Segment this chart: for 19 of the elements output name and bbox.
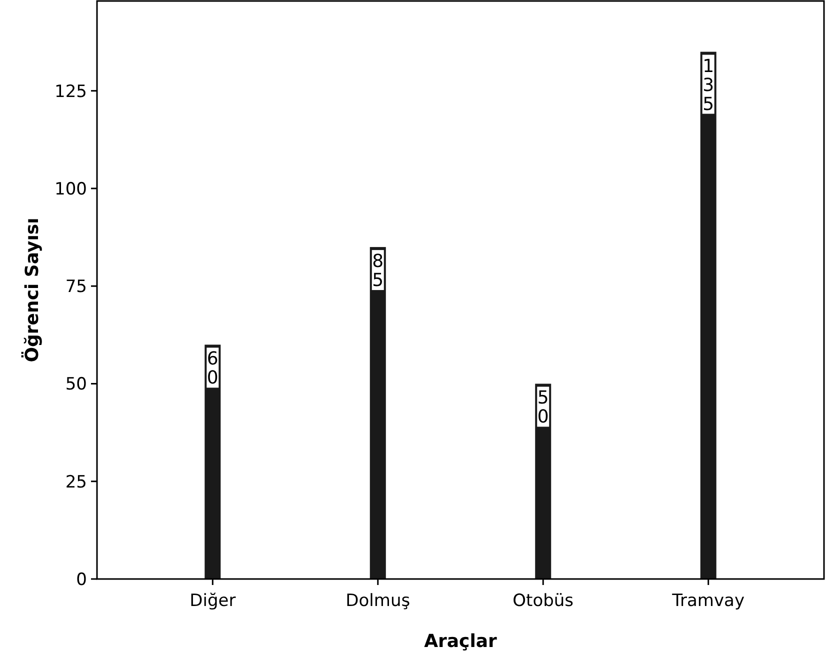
bar	[204, 344, 221, 579]
y-tick-label: 0	[76, 570, 87, 590]
y-tick-label: 100	[54, 179, 87, 200]
x-tick-label: Otobüs	[512, 591, 574, 611]
y-axis-title: Öğrenci Sayısı	[21, 218, 43, 362]
x-tick-label: Dolmuş	[346, 591, 410, 611]
x-tick-label: Diğer	[190, 591, 236, 611]
x-axis-title: Araçlar	[424, 631, 498, 652]
y-tick-label: 50	[65, 374, 87, 395]
data-label: 5 0	[537, 388, 549, 428]
data-label: 8 5	[372, 251, 384, 292]
data-label: 6 0	[206, 348, 218, 389]
x-tick-label: Tramvay	[671, 591, 745, 611]
bar	[370, 247, 386, 579]
y-tick-label: 25	[65, 472, 87, 492]
bar	[700, 52, 716, 579]
y-tick-label: 75	[65, 277, 87, 298]
y-tick-label: 125	[54, 82, 87, 102]
data-label: 1 3 5	[702, 56, 714, 115]
